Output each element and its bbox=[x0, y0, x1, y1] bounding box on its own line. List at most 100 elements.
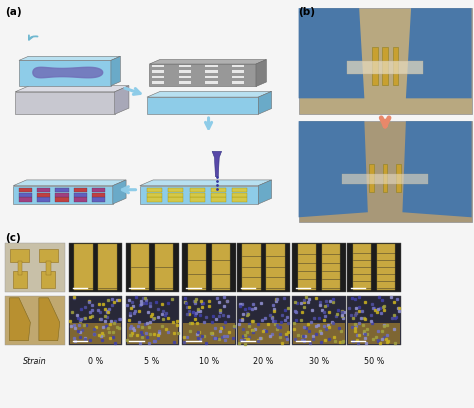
Bar bbox=[98, 244, 117, 290]
Text: Strain: Strain bbox=[23, 357, 47, 366]
Bar bbox=[92, 188, 105, 192]
Bar bbox=[19, 193, 32, 197]
Text: 0 %: 0 % bbox=[88, 357, 103, 366]
Bar bbox=[147, 188, 162, 192]
Bar bbox=[55, 197, 69, 202]
Bar bbox=[55, 193, 69, 197]
Bar bbox=[205, 82, 218, 84]
Polygon shape bbox=[402, 121, 472, 217]
Polygon shape bbox=[140, 180, 272, 186]
Bar bbox=[342, 174, 428, 184]
Polygon shape bbox=[113, 180, 126, 204]
Bar bbox=[46, 261, 51, 275]
Text: (a): (a) bbox=[5, 7, 21, 18]
Bar bbox=[232, 76, 245, 78]
Polygon shape bbox=[15, 86, 129, 92]
Bar bbox=[92, 193, 105, 197]
Bar bbox=[182, 243, 236, 292]
Bar bbox=[73, 197, 87, 202]
Bar bbox=[237, 296, 290, 345]
Bar bbox=[127, 324, 178, 344]
Polygon shape bbox=[299, 8, 365, 98]
Polygon shape bbox=[258, 91, 272, 114]
Polygon shape bbox=[149, 64, 256, 86]
Text: 30 %: 30 % bbox=[309, 357, 329, 366]
Polygon shape bbox=[406, 8, 472, 98]
Text: 10 %: 10 % bbox=[199, 357, 219, 366]
Bar bbox=[299, 121, 472, 222]
Bar bbox=[382, 47, 388, 84]
Bar bbox=[237, 243, 290, 292]
Text: 50 %: 50 % bbox=[364, 357, 384, 366]
Polygon shape bbox=[19, 60, 111, 86]
Bar bbox=[152, 64, 164, 67]
Bar bbox=[126, 296, 179, 345]
Bar bbox=[168, 197, 183, 202]
Bar bbox=[37, 188, 50, 192]
Bar bbox=[155, 244, 173, 290]
Polygon shape bbox=[256, 60, 266, 86]
Polygon shape bbox=[140, 186, 258, 204]
Bar bbox=[10, 248, 29, 262]
Bar bbox=[179, 70, 191, 73]
Bar bbox=[19, 197, 32, 202]
Bar bbox=[152, 82, 164, 84]
Bar bbox=[211, 188, 226, 192]
Bar bbox=[73, 188, 87, 192]
Polygon shape bbox=[15, 92, 115, 114]
Bar bbox=[41, 271, 55, 288]
Bar bbox=[126, 243, 179, 292]
Bar bbox=[188, 244, 206, 290]
Bar bbox=[5, 243, 65, 292]
Text: 5 %: 5 % bbox=[145, 357, 160, 366]
Bar bbox=[232, 197, 247, 202]
Bar bbox=[372, 47, 377, 84]
Bar bbox=[211, 197, 226, 202]
Bar bbox=[37, 197, 50, 202]
Bar bbox=[232, 193, 247, 197]
Bar bbox=[266, 244, 285, 290]
Bar bbox=[232, 64, 245, 67]
Bar bbox=[242, 244, 261, 290]
Bar bbox=[232, 70, 245, 73]
Bar bbox=[190, 188, 205, 192]
Text: (c): (c) bbox=[5, 233, 20, 244]
Bar bbox=[211, 193, 226, 197]
Polygon shape bbox=[115, 86, 129, 114]
Polygon shape bbox=[19, 56, 120, 60]
Bar bbox=[238, 324, 289, 344]
Bar bbox=[70, 324, 121, 344]
Bar bbox=[205, 70, 218, 73]
Bar bbox=[232, 188, 247, 192]
Polygon shape bbox=[9, 298, 30, 341]
Polygon shape bbox=[258, 180, 272, 204]
Bar bbox=[322, 244, 340, 290]
Polygon shape bbox=[299, 121, 368, 217]
Bar bbox=[383, 164, 387, 192]
Bar bbox=[152, 76, 164, 78]
Text: 20 %: 20 % bbox=[254, 357, 273, 366]
Bar bbox=[39, 248, 58, 262]
Bar bbox=[353, 244, 371, 290]
Bar bbox=[168, 188, 183, 192]
Bar bbox=[13, 271, 27, 288]
Polygon shape bbox=[149, 60, 266, 64]
Bar bbox=[19, 188, 32, 192]
Bar bbox=[292, 296, 346, 345]
Polygon shape bbox=[13, 180, 126, 186]
Bar bbox=[147, 197, 162, 202]
Bar bbox=[347, 243, 401, 292]
Bar bbox=[293, 324, 345, 344]
Bar bbox=[396, 164, 401, 192]
Bar bbox=[179, 76, 191, 78]
Bar bbox=[205, 76, 218, 78]
Bar bbox=[37, 193, 50, 197]
Bar bbox=[232, 82, 245, 84]
Bar bbox=[73, 193, 87, 197]
Bar bbox=[212, 244, 230, 290]
Bar bbox=[370, 164, 374, 192]
Bar bbox=[92, 197, 105, 202]
Bar bbox=[182, 296, 236, 345]
Bar bbox=[5, 296, 65, 345]
Bar bbox=[205, 64, 218, 67]
